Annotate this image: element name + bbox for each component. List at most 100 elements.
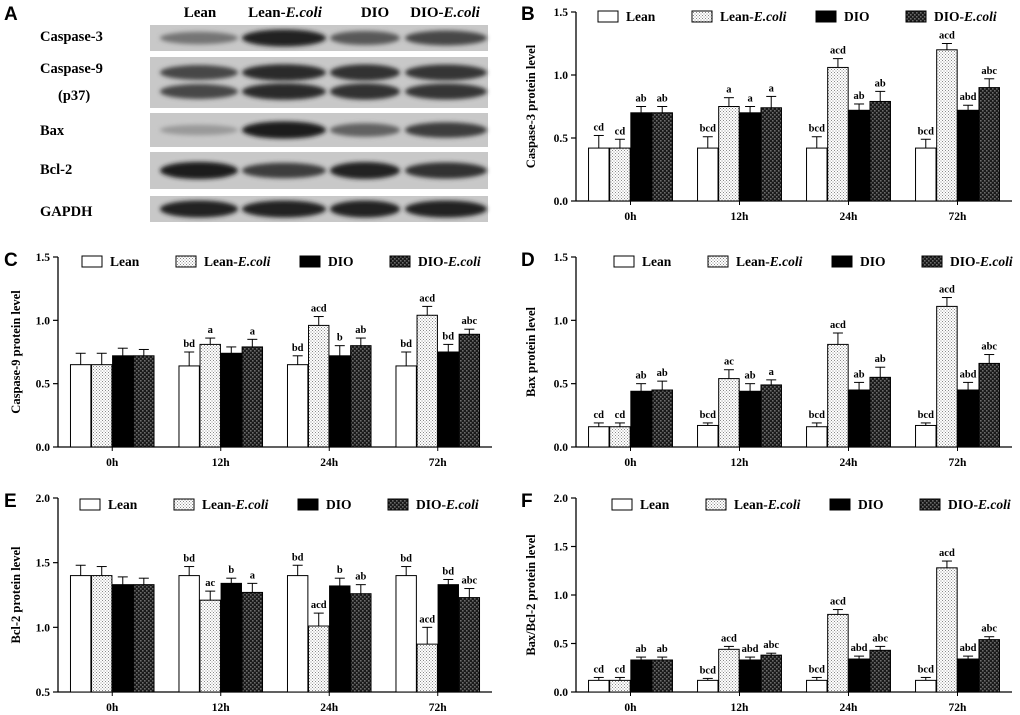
legend-swatch — [691, 10, 713, 23]
y-axis-label: Bax protein level — [524, 306, 538, 397]
significance-label: cd — [594, 122, 605, 133]
significance-label: a — [769, 83, 775, 94]
chart-panel-f: F 0.0 0.5 1.0 1.5 2.0 Bax/Bcl-2 protein level… — [521, 491, 1012, 714]
significance-label: acd — [830, 46, 846, 57]
wb-band — [330, 64, 400, 81]
significance-label: bd — [183, 554, 195, 565]
y-tick-label: 0.5 — [554, 639, 569, 651]
legend-label: DIO-E.coli — [418, 254, 481, 269]
legend-label: Lean — [626, 9, 656, 24]
legend-swatch — [831, 255, 853, 268]
y-tick-label: 1.5 — [554, 252, 569, 264]
significance-label: bd — [442, 566, 454, 577]
legend-label-italic: E.coli — [447, 254, 481, 269]
significance-label: ac — [205, 578, 215, 589]
significance-label: ab — [657, 368, 668, 379]
legend-swatch — [389, 255, 411, 268]
bar-c-24h-3 — [350, 345, 372, 448]
y-tick-label: 1.5 — [554, 542, 569, 554]
x-tick-label: 12h — [731, 211, 750, 223]
significance-label: bcd — [809, 410, 826, 421]
wb-label: Caspase-3 — [40, 29, 103, 45]
significance-label: acd — [830, 597, 846, 608]
significance-label: abd — [851, 643, 868, 654]
x-tick-label: 12h — [731, 702, 750, 714]
bar-e-0h-0 — [69, 575, 92, 693]
legend-label-italic: E.coli — [963, 9, 997, 24]
bar-b-24h-0 — [806, 147, 828, 202]
y-tick-label: 0.5 — [36, 379, 51, 391]
bar-e-24h-0 — [286, 575, 309, 693]
wb-label-main: Caspase-9 — [40, 61, 103, 77]
bar-c-12h-1 — [199, 343, 221, 448]
wb-band — [330, 123, 400, 137]
bar-e-72h-2 — [437, 584, 459, 693]
bar-b-0h-2 — [630, 112, 652, 202]
bar-f-12h-2 — [739, 659, 761, 693]
wb-band — [330, 162, 400, 179]
bar-d-0h-2 — [630, 390, 652, 448]
wb-label-main: GAPDH — [40, 204, 93, 220]
legend: Lean Lean-E.coli DIO DIO-E.coli — [79, 497, 479, 512]
legend-label-italic: E.coli — [767, 497, 801, 512]
bar-b-12h-1 — [718, 106, 740, 202]
wb-band — [242, 64, 326, 81]
legend-swatch — [815, 10, 837, 23]
significance-label: abc — [461, 576, 477, 587]
significance-label: ab — [657, 644, 668, 655]
bar-e-72h-0 — [395, 575, 417, 693]
bar-f-12h-1 — [718, 648, 740, 693]
bar-c-24h-1 — [308, 324, 330, 448]
x-tick-label: 0h — [106, 457, 119, 469]
bar-f-72h-0 — [915, 679, 937, 693]
legend-label: DIO — [844, 9, 870, 24]
bar-f-24h-2 — [848, 658, 870, 693]
legend: Lean Lean-E.coli DIO DIO-E.coli — [611, 497, 1011, 512]
x-tick-label: 12h — [212, 702, 231, 714]
y-axis-label: Bax/Bcl-2 protein level — [524, 534, 538, 656]
bar-d-24h-0 — [806, 426, 828, 448]
y-tick-label: 1.5 — [36, 558, 51, 570]
wb-band — [160, 31, 238, 45]
wb-band — [405, 200, 487, 218]
significance-label: acd — [311, 304, 327, 315]
legend-label-italic: E.coli — [977, 497, 1011, 512]
significance-label: bcd — [700, 124, 717, 135]
bar-b-72h-0 — [915, 147, 937, 202]
wb-band — [405, 83, 487, 100]
x-tick-label: 0h — [624, 457, 637, 469]
wb-strip — [150, 57, 488, 108]
y-tick-label: 0.0 — [36, 442, 51, 454]
significance-label: b — [337, 333, 343, 344]
legend-swatch — [387, 498, 409, 511]
legend: Lean Lean-E.coli DIO DIO-E.coli — [613, 254, 1013, 269]
legend-swatch — [905, 10, 927, 23]
bar-b-0h-1 — [609, 147, 631, 202]
bar-c-0h-0 — [69, 364, 92, 448]
legend-label: DIO-E.coli — [950, 254, 1013, 269]
bar-b-72h-2 — [957, 109, 979, 202]
significance-label: bd — [292, 552, 304, 563]
bar-d-0h-3 — [651, 389, 673, 448]
wb-column-3-main: DIO- — [410, 5, 443, 21]
significance-label: ab — [854, 91, 865, 102]
bar-b-72h-1 — [936, 49, 958, 202]
wb-band — [242, 200, 326, 218]
significance-label: abc — [763, 640, 779, 651]
wb-label-main: Bcl-2 — [40, 162, 72, 178]
legend-swatch — [921, 255, 943, 268]
bar-b-24h-3 — [869, 100, 891, 202]
significance-label: a — [726, 85, 732, 96]
legend-swatch — [79, 498, 101, 511]
significance-label: ab — [636, 371, 647, 382]
significance-label: acd — [419, 614, 435, 625]
bar-c-12h-2 — [220, 352, 242, 448]
significance-label: a — [747, 94, 753, 105]
wb-row-bcl-2: Bcl-2 — [40, 152, 488, 189]
y-tick-label: 1.5 — [36, 252, 51, 264]
x-tick-label: 24h — [320, 457, 339, 469]
legend-swatch — [705, 498, 727, 511]
panel-letter-d: D — [521, 250, 535, 271]
bar-e-12h-2 — [220, 582, 242, 693]
